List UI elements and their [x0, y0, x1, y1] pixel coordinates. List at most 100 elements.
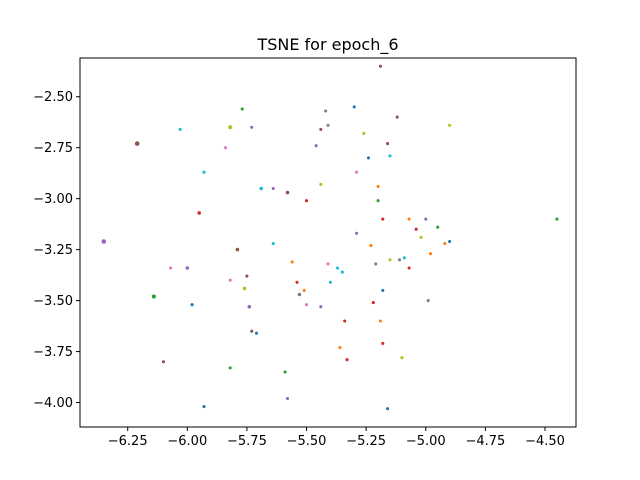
- scatter-point: [407, 217, 411, 221]
- scatter-point: [271, 241, 275, 246]
- scatter-point: [369, 244, 373, 248]
- scatter-point: [297, 292, 302, 297]
- scatter-point: [397, 258, 402, 262]
- scatter-point: [290, 260, 294, 264]
- scatter-point: [151, 294, 156, 299]
- scatter-point: [388, 154, 392, 158]
- scatter-point: [328, 280, 332, 284]
- scatter-point: [250, 329, 254, 333]
- scatter-point: [228, 366, 232, 370]
- x-tick-label: −5.00: [406, 434, 446, 449]
- scatter-point: [302, 288, 306, 292]
- scatter-point: [362, 131, 366, 135]
- y-tick-label: −4.00: [33, 396, 73, 411]
- scatter-point: [395, 115, 399, 119]
- scatter-point: [169, 266, 173, 270]
- scatter-point: [319, 127, 323, 131]
- scatter-point: [338, 345, 342, 350]
- scatter-point: [335, 266, 340, 270]
- scatter-point: [381, 288, 385, 292]
- scatter-point: [202, 170, 206, 174]
- y-tick-label: −2.75: [33, 141, 73, 156]
- x-tick-label: −5.75: [227, 434, 267, 449]
- scatter-point: [197, 211, 201, 215]
- scatter-point: [242, 286, 247, 291]
- scatter-point: [161, 360, 166, 364]
- scatter-point: [414, 227, 418, 231]
- scatter-point: [285, 396, 290, 401]
- x-tick-label: −5.50: [287, 434, 327, 449]
- scatter-point: [178, 127, 182, 131]
- scatter-point: [247, 304, 252, 309]
- scatter-point: [386, 407, 390, 411]
- scatter-point: [295, 280, 299, 284]
- x-tick-label: −4.75: [465, 434, 505, 449]
- scatter-point: [223, 146, 228, 150]
- scatter-point: [101, 239, 107, 244]
- x-tick-label: −4.50: [525, 434, 565, 449]
- scatter-point: [326, 123, 330, 127]
- scatter-point: [376, 184, 380, 188]
- y-tick-label: −3.50: [33, 294, 73, 309]
- scatter-point: [386, 142, 390, 146]
- scatter-point: [345, 358, 349, 362]
- scatter-point: [285, 190, 290, 195]
- scatter-point: [283, 370, 287, 374]
- scatter-point: [352, 105, 356, 109]
- scatter-point: [228, 278, 232, 282]
- scatter-point: [371, 301, 375, 305]
- scatter-point: [343, 319, 347, 323]
- scatter-point: [134, 141, 140, 146]
- scatter-point: [304, 199, 309, 203]
- scatter-point: [245, 274, 249, 278]
- scatter-point: [400, 356, 404, 360]
- scatter-point: [259, 186, 264, 191]
- scatter-point: [448, 123, 452, 127]
- scatter-point: [376, 199, 380, 203]
- scatter-point: [381, 217, 385, 221]
- scatter-point: [190, 303, 194, 307]
- scatter-point: [250, 125, 254, 129]
- scatter-point: [426, 299, 430, 303]
- scatter-point: [340, 270, 344, 274]
- scatter-point: [240, 107, 244, 111]
- scatter-point: [402, 256, 406, 260]
- scatter-point: [355, 170, 359, 174]
- scatter-point: [304, 303, 309, 307]
- scatter-point: [424, 217, 428, 221]
- scatter-point: [319, 305, 323, 309]
- scatter-point: [324, 109, 328, 113]
- scatter-point: [443, 241, 447, 246]
- chart-title: TSNE for epoch_6: [256, 35, 398, 55]
- scatter-point: [378, 319, 383, 323]
- y-tick-label: −3.00: [33, 192, 73, 207]
- scatter-point: [428, 252, 433, 256]
- scatter-point: [378, 64, 383, 68]
- scatter-point: [381, 341, 385, 345]
- y-tick-label: −3.75: [33, 345, 73, 360]
- scatter-point: [202, 405, 206, 409]
- x-axis: −6.25 −6.00 −5.75 −5.50 −5.25 −5.00 −4.75 −4.50: [108, 427, 565, 449]
- scatter-point: [407, 266, 411, 270]
- y-axis: −2.50 −2.75 −3.00 −3.25 −3.50 −3.75 −4.00: [33, 90, 80, 411]
- scatter-point: [355, 231, 359, 235]
- scatter-point: [319, 182, 323, 186]
- plot-frame: [79, 57, 577, 428]
- scatter-point: [235, 247, 240, 252]
- scatter-points: [101, 64, 559, 411]
- scatter-point: [254, 331, 259, 335]
- x-tick-label: −6.00: [167, 434, 207, 449]
- scatter-point: [436, 225, 440, 229]
- scatter-point: [326, 262, 330, 266]
- scatter-point: [419, 235, 423, 239]
- x-tick-label: −5.25: [346, 434, 386, 449]
- y-tick-label: −3.25: [33, 243, 73, 258]
- y-tick-label: −2.50: [33, 90, 73, 105]
- scatter-point: [228, 125, 233, 130]
- scatter-point: [185, 266, 190, 270]
- scatter-point: [366, 156, 371, 160]
- scatter-point: [448, 239, 452, 244]
- scatter-point: [271, 186, 275, 191]
